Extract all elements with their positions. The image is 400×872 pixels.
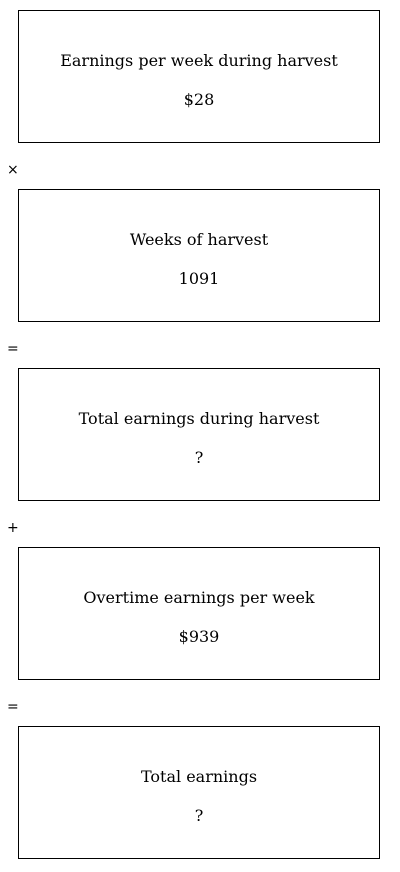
box-value: 1091 bbox=[178, 269, 220, 288]
equals-operator: = bbox=[7, 341, 19, 357]
total-harvest-earnings-box: Total earnings during harvest ? bbox=[18, 368, 380, 501]
plus-operator: + bbox=[7, 520, 19, 536]
box-value: ? bbox=[194, 806, 204, 825]
weeks-of-harvest-box: Weeks of harvest 1091 bbox=[18, 189, 380, 322]
box-label: Earnings per week during harvest bbox=[60, 51, 338, 70]
equals-operator: = bbox=[7, 699, 19, 715]
box-label: Total earnings during harvest bbox=[78, 409, 320, 428]
box-value: $939 bbox=[178, 627, 220, 646]
box-label: Weeks of harvest bbox=[129, 230, 269, 249]
overtime-earnings-box: Overtime earnings per week $939 bbox=[18, 547, 380, 680]
box-value: ? bbox=[194, 448, 204, 467]
box-label: Overtime earnings per week bbox=[83, 588, 315, 607]
total-earnings-box: Total earnings ? bbox=[18, 726, 380, 859]
multiply-operator: × bbox=[7, 162, 19, 178]
box-label: Total earnings bbox=[140, 767, 258, 786]
box-value: $28 bbox=[183, 90, 215, 109]
earnings-per-week-box: Earnings per week during harvest $28 bbox=[18, 10, 380, 143]
